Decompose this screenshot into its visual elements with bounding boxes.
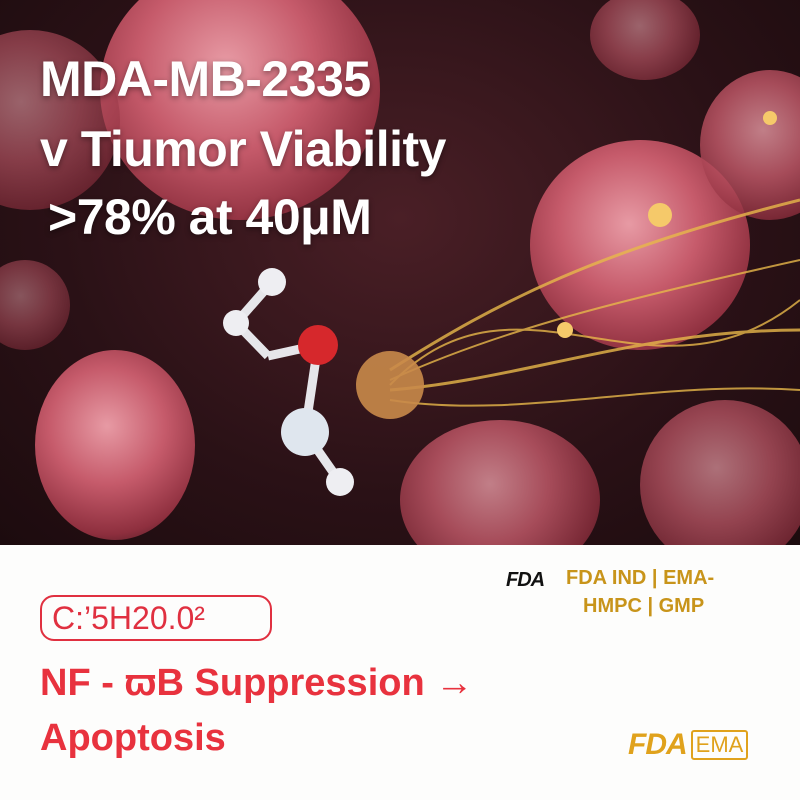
fda-logo-icon: FDA (506, 569, 545, 591)
info-panel: FDA FDA IND | EMA- HMPC | GMP C:’5H20.0²… (0, 545, 800, 800)
headline-line-1: NF - ϖB Suppression → (40, 662, 474, 704)
fda-ema-logo: FDA EMA (628, 728, 749, 762)
regulatory-line-2: HMPC | GMP (583, 595, 705, 617)
title-line-3: >78% at 40μM (48, 189, 372, 245)
cell (35, 350, 195, 540)
cell (400, 420, 600, 545)
chemical-formula: C:’5H20.0² (40, 595, 272, 641)
title-line-1: MDA-MB-2335 (40, 51, 371, 107)
golden-strand (389, 198, 800, 407)
cell (640, 400, 800, 545)
title-line-2: v Tiumor Viability (40, 121, 446, 177)
cell (100, 0, 380, 220)
cell (0, 260, 70, 350)
cell (590, 0, 700, 80)
molecule-illustration (223, 111, 800, 496)
headline-line-2: Apoptosis (40, 717, 226, 759)
ema-logo-text: EMA (690, 730, 749, 760)
regulatory-line-1: FDA IND | EMA- (566, 567, 715, 589)
fda-logo-text: FDA (628, 728, 688, 761)
hero-image: MDA-MB-2335 v Tiumor Viability >78% at 4… (0, 0, 800, 545)
